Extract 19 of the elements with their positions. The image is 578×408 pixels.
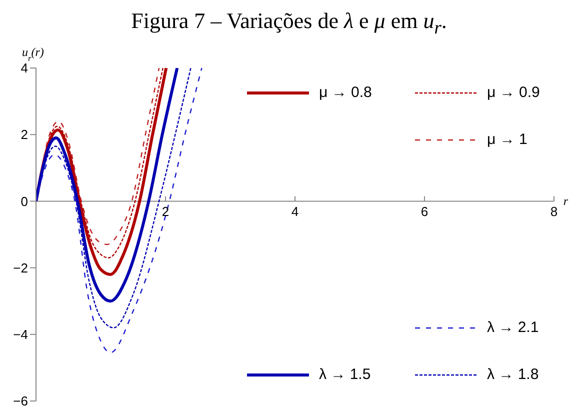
y-tick-label: 2 <box>20 127 28 142</box>
y-tick-label: −4 <box>13 327 28 342</box>
legend-label: λ → 2.1 <box>487 319 539 336</box>
y-tick-label: −2 <box>13 260 28 276</box>
y-tick-label: −6 <box>13 394 28 408</box>
legend-label: λ → 1.8 <box>487 366 539 383</box>
x-tick-label: 4 <box>291 204 299 220</box>
x-tick-label: 6 <box>420 204 428 220</box>
legend-label: μ → 0.8 <box>319 84 372 101</box>
legend-label: μ → 1 <box>487 131 528 148</box>
x-tick-label: 2 <box>162 204 170 220</box>
chart-title: Figura 7 – Variações de λ e μ em u$_{r}$. <box>130 8 448 38</box>
y-tick-label: 4 <box>20 60 28 76</box>
legend-label: μ → 0.9 <box>487 84 540 101</box>
legend-label: λ → 1.5 <box>319 366 371 383</box>
x-tick-label: 8 <box>550 204 558 220</box>
y-tick-label: 0 <box>20 194 28 209</box>
x-axis-title: r <box>563 194 568 208</box>
y-axis-title: u$_{r}$(r) <box>22 45 44 62</box>
